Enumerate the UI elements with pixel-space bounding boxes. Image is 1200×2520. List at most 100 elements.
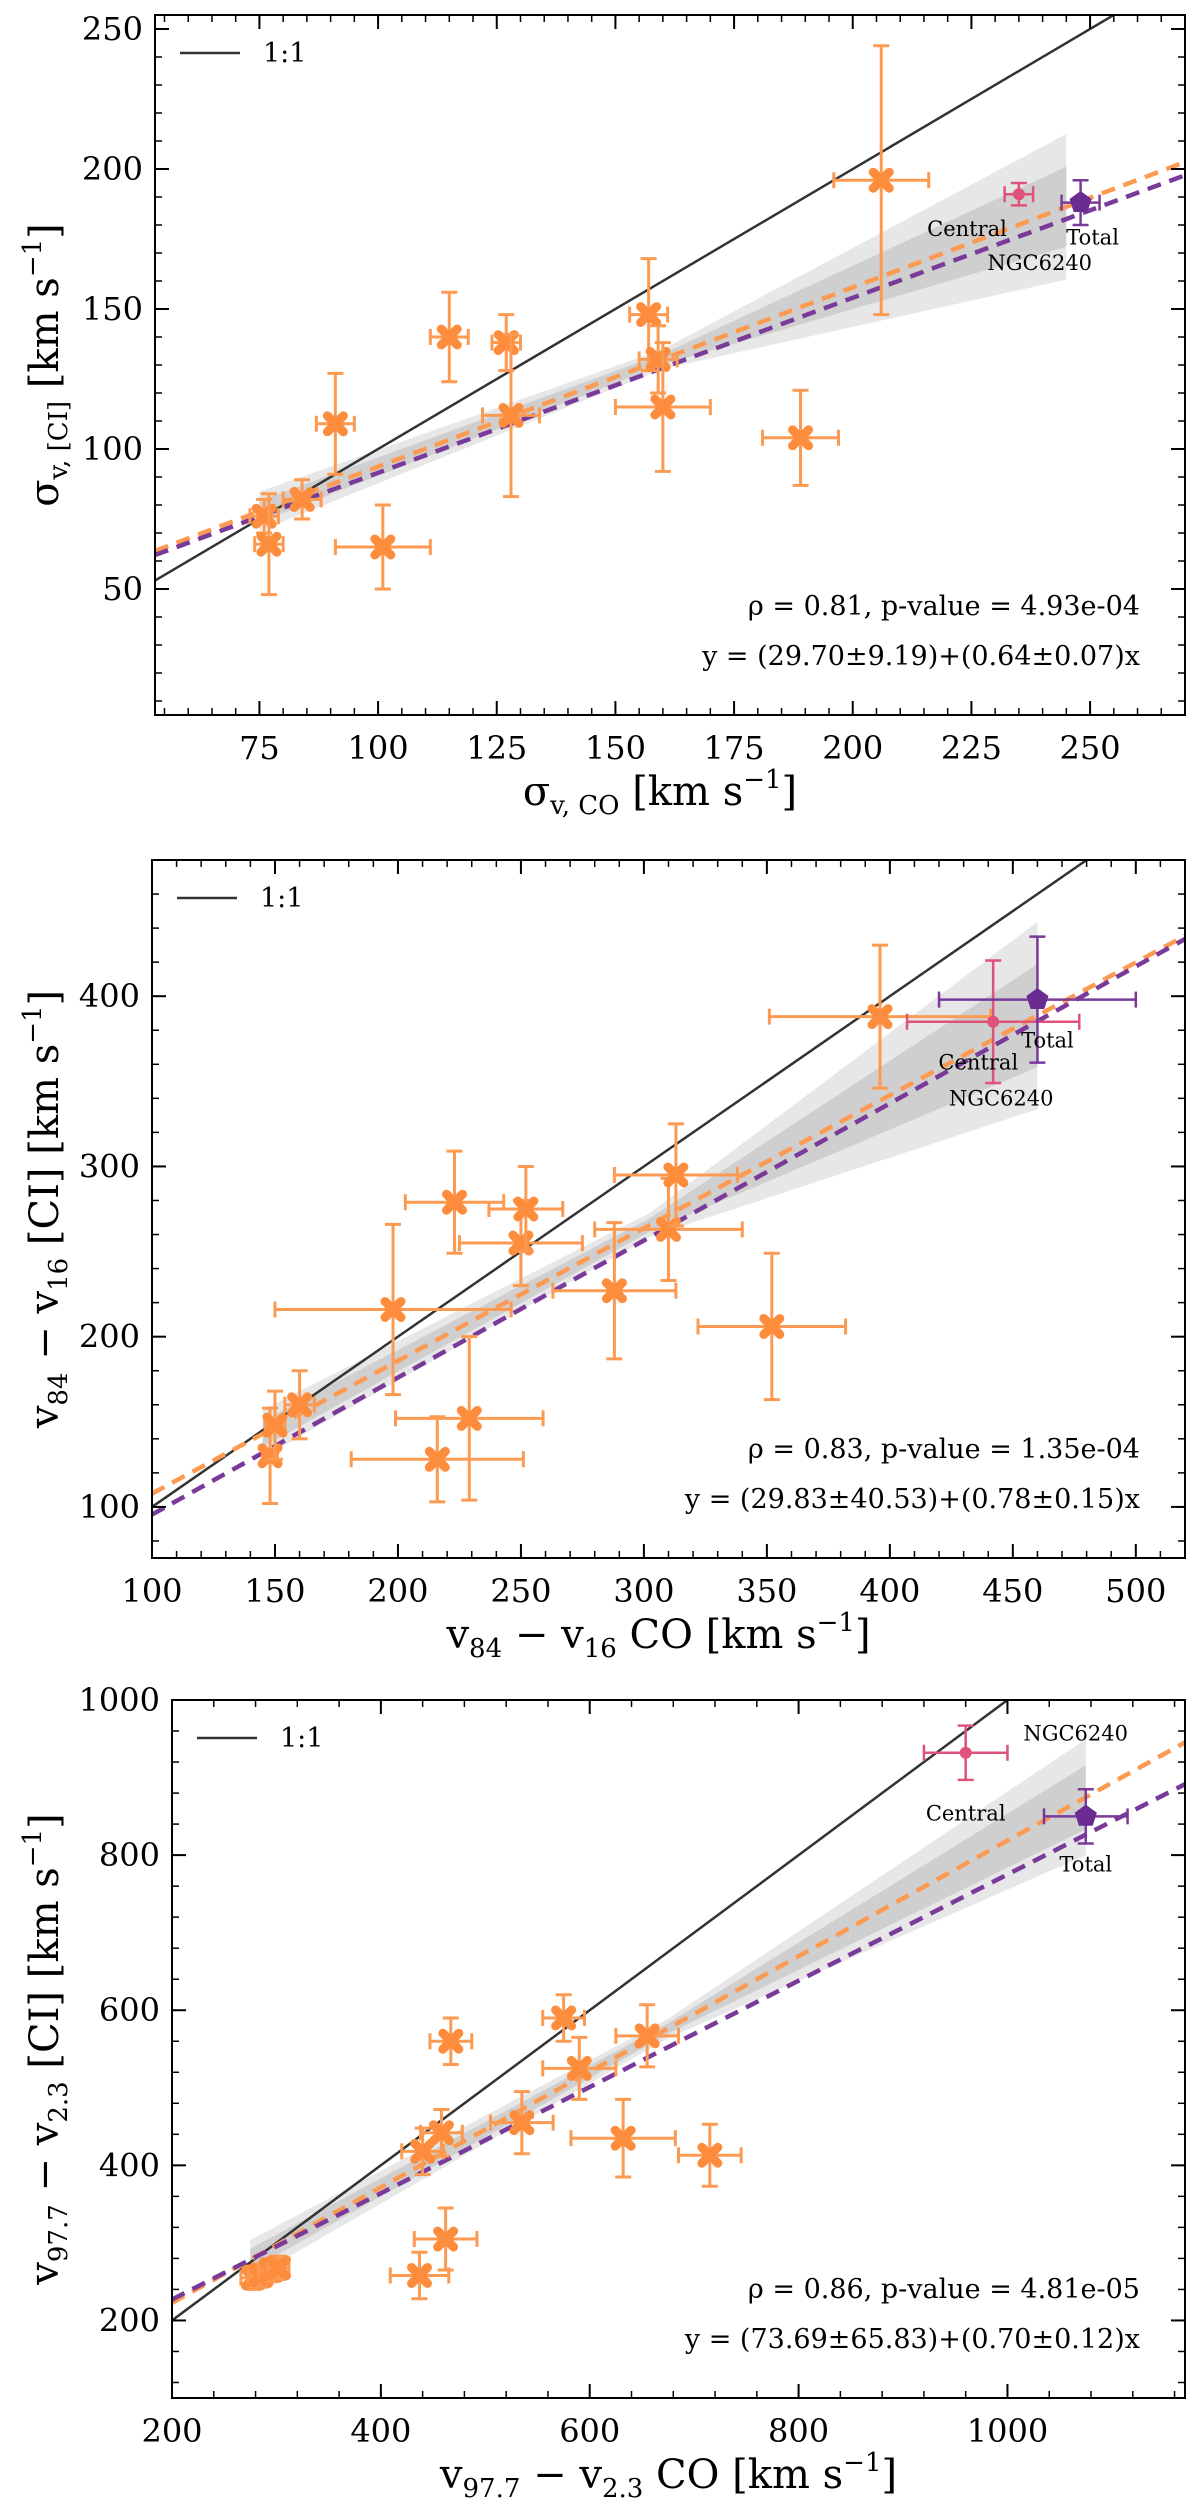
x-tick-label: 225 xyxy=(941,729,1002,767)
data-marker xyxy=(697,2142,723,2168)
x-tick-label: 150 xyxy=(585,729,646,767)
data-point xyxy=(551,1221,678,1361)
data-point xyxy=(593,1176,744,1283)
total-label: Total xyxy=(1059,1852,1112,1876)
data-marker xyxy=(634,2023,660,2049)
total-marker xyxy=(1069,190,1092,212)
data-marker xyxy=(442,1189,468,1215)
central-label: Central xyxy=(938,1051,1018,1075)
data-point xyxy=(428,290,470,384)
data-marker xyxy=(433,2226,459,2252)
y-tick-label: 600 xyxy=(99,1991,160,2029)
x-tick-label: 75 xyxy=(239,729,280,767)
galaxy-label: NGC6240 xyxy=(987,251,1092,275)
x-tick-label: 400 xyxy=(350,2412,411,2450)
x-axis-label: v97.7 − v2.3 CO [km s−1] xyxy=(439,2448,897,2504)
data-marker xyxy=(410,2138,436,2164)
y-tick-label: 400 xyxy=(79,977,140,1015)
galaxy-label: NGC6240 xyxy=(1023,1722,1128,1746)
data-marker xyxy=(370,534,396,560)
central-label: Central xyxy=(926,1802,1006,1826)
data-marker xyxy=(289,486,315,512)
x-tick-label: 250 xyxy=(490,1572,551,1610)
plot-area xyxy=(172,1700,1185,2322)
data-point xyxy=(541,2035,618,2101)
x-tick-label: 350 xyxy=(736,1572,797,1610)
data-marker xyxy=(601,1278,627,1304)
x-axis-label: σv, CO [km s−1] xyxy=(523,765,797,821)
data-marker xyxy=(788,425,814,451)
data-marker xyxy=(513,1196,539,1222)
data-marker xyxy=(407,2262,433,2288)
central-point xyxy=(922,1724,1009,1782)
total-marker xyxy=(1074,1804,1097,1826)
data-marker xyxy=(438,2028,464,2054)
plot-area xyxy=(152,860,1185,1517)
x-tick-label: 125 xyxy=(466,729,527,767)
y-tick-label: 300 xyxy=(79,1147,140,1185)
fit-line-purple xyxy=(152,937,1185,1517)
data-point xyxy=(637,324,679,395)
plot-area xyxy=(155,15,1185,597)
data-point xyxy=(614,2003,680,2069)
one-to-one-line xyxy=(172,1700,1010,2322)
fit-line-purple xyxy=(172,1782,1185,2302)
data-point xyxy=(266,2254,292,2281)
total-point xyxy=(1060,178,1101,227)
x-tick-label: 800 xyxy=(768,2412,829,2450)
central-marker xyxy=(959,1746,972,1759)
data-marker xyxy=(636,302,662,328)
y-axis-label: v84 − v16 [CI] [km s−1] xyxy=(18,990,74,1429)
data-point xyxy=(612,1122,739,1228)
y-tick-label: 100 xyxy=(79,1488,140,1526)
data-point xyxy=(696,1251,848,1402)
data-marker xyxy=(498,402,524,428)
y-axis-label: σv, [CI] [km s−1] xyxy=(18,223,74,507)
x-tick-label: 175 xyxy=(704,729,765,767)
y-axis-label: v97.7 − v2.3 [CI] [km s−1] xyxy=(18,1813,74,2285)
data-point xyxy=(349,1415,525,1504)
x-tick-label: 1000 xyxy=(967,2412,1048,2450)
data-point xyxy=(333,503,432,591)
data-point xyxy=(613,341,712,473)
data-marker xyxy=(868,167,894,193)
x-tick-label: 500 xyxy=(1105,1572,1166,1610)
x-tick-label: 100 xyxy=(121,1572,182,1610)
y-tick-label: 200 xyxy=(82,150,143,188)
data-point xyxy=(400,2126,446,2177)
correlation-stats: ρ = 0.81, p-value = 4.93e-04 xyxy=(748,591,1140,622)
data-point xyxy=(481,332,541,499)
data-marker xyxy=(256,531,282,557)
y-tick-label: 50 xyxy=(102,570,143,608)
total-marker xyxy=(1026,987,1049,1009)
y-tick-label: 200 xyxy=(79,1318,140,1356)
correlation-stats: ρ = 0.86, p-value = 4.81e-05 xyxy=(748,2274,1140,2305)
data-point xyxy=(253,492,285,597)
x-axis-label: v84 − v16 CO [km s−1] xyxy=(445,1608,870,1664)
central-marker xyxy=(987,1015,1000,1028)
data-point xyxy=(412,2206,479,2272)
fit-equation: y = (29.83±40.53)+(0.78±0.15)x xyxy=(684,1484,1140,1515)
central-point xyxy=(905,959,1081,1085)
legend-label: 1:1 xyxy=(260,883,303,914)
axes-frame xyxy=(171,1699,1186,2399)
x-tick-label: 250 xyxy=(1060,729,1121,767)
data-point xyxy=(388,2250,451,2301)
legend-label: 1:1 xyxy=(263,38,306,69)
total-label: Total xyxy=(1021,1029,1074,1053)
data-point xyxy=(393,1335,545,1502)
legend: 1:1 xyxy=(180,38,306,69)
data-marker xyxy=(610,2125,636,2151)
x-tick-label: 150 xyxy=(244,1572,305,1610)
one-to-one-line xyxy=(155,15,1117,582)
total-point xyxy=(1042,1787,1129,1845)
galaxy-label: NGC6240 xyxy=(949,1087,1054,1111)
data-marker xyxy=(424,1446,450,1472)
correlation-stats: ρ = 0.83, p-value = 1.35e-04 xyxy=(748,1434,1140,1465)
data-point xyxy=(273,1222,513,1397)
legend: 1:1 xyxy=(177,883,303,914)
data-marker xyxy=(650,394,676,420)
